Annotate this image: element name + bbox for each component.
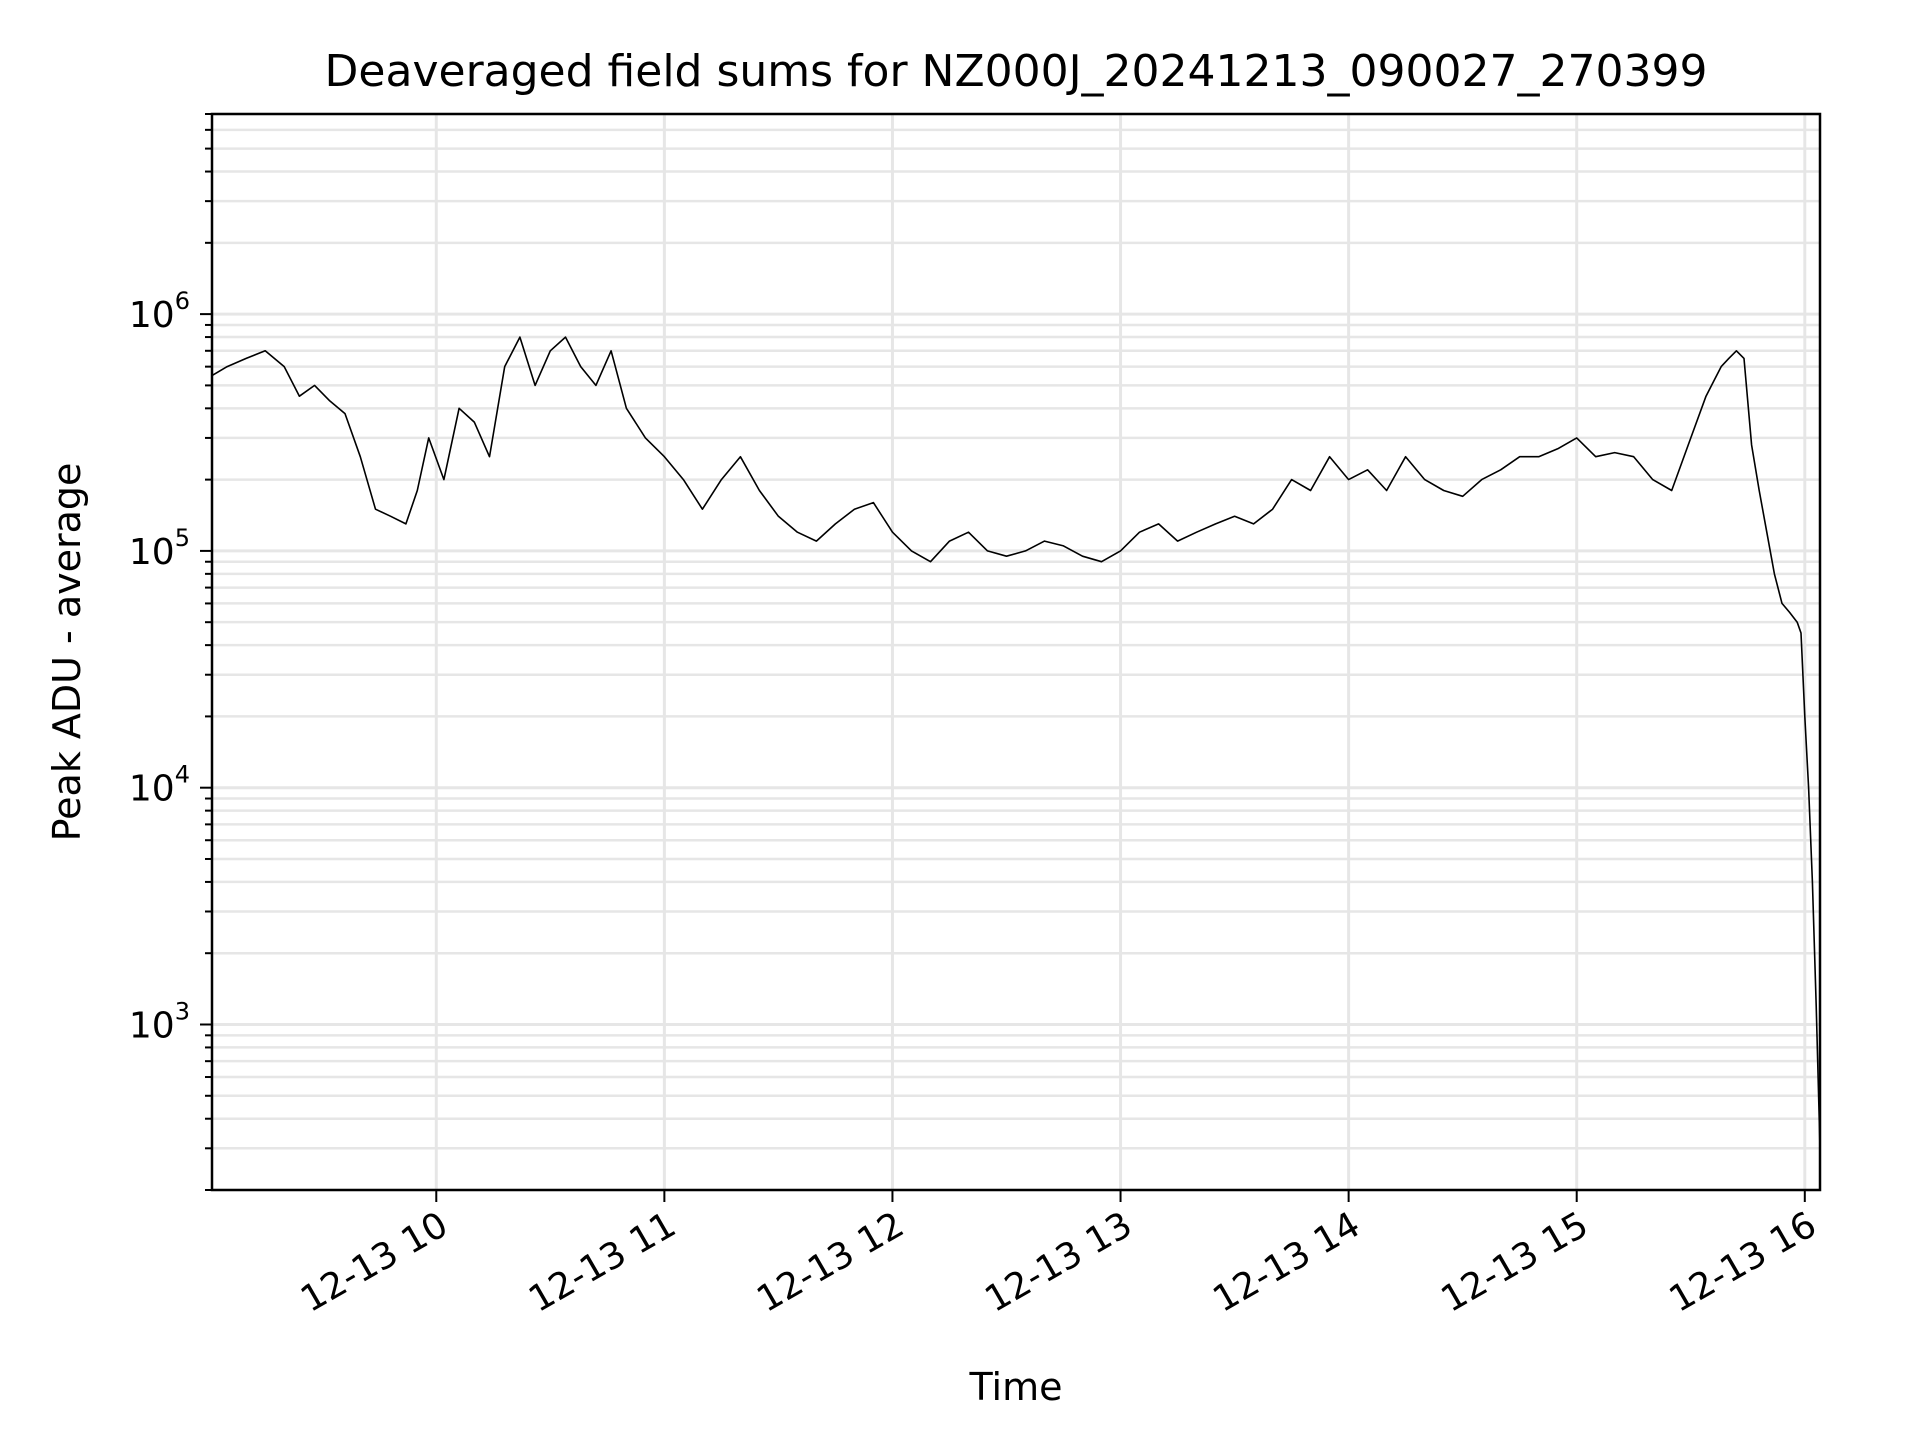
chart-title: Deaveraged field sums for NZ000J_2024121… (325, 46, 1708, 97)
x-tick-label: 12-13 12 (750, 1204, 911, 1320)
x-axis-label: Time (969, 1365, 1063, 1409)
grid (212, 112, 1820, 1192)
x-tick-label: 12-13 14 (1206, 1204, 1367, 1320)
plot-frame (210, 112, 1822, 1192)
y-axis-label: Peak ADU - average (45, 463, 89, 842)
x-tick-label: 12-13 13 (978, 1204, 1139, 1320)
y-tick-label: 105 (129, 524, 190, 573)
x-tick-label: 12-13 15 (1435, 1204, 1596, 1320)
x-tick-label: 12-13 10 (294, 1204, 455, 1320)
series-line (212, 336, 1820, 1149)
y-axis: 103 104 105 106 (129, 113, 212, 1191)
y-tick-label: 103 (129, 997, 190, 1046)
x-axis: 12-13 10 12-13 11 12-13 12 12-13 13 12-13 14… (294, 1190, 1823, 1321)
y-tick-label: 106 (129, 287, 190, 336)
y-tick-label: 104 (129, 761, 190, 810)
x-tick-label: 12-13 16 (1663, 1204, 1824, 1320)
x-tick-label: 12-13 11 (522, 1204, 683, 1320)
